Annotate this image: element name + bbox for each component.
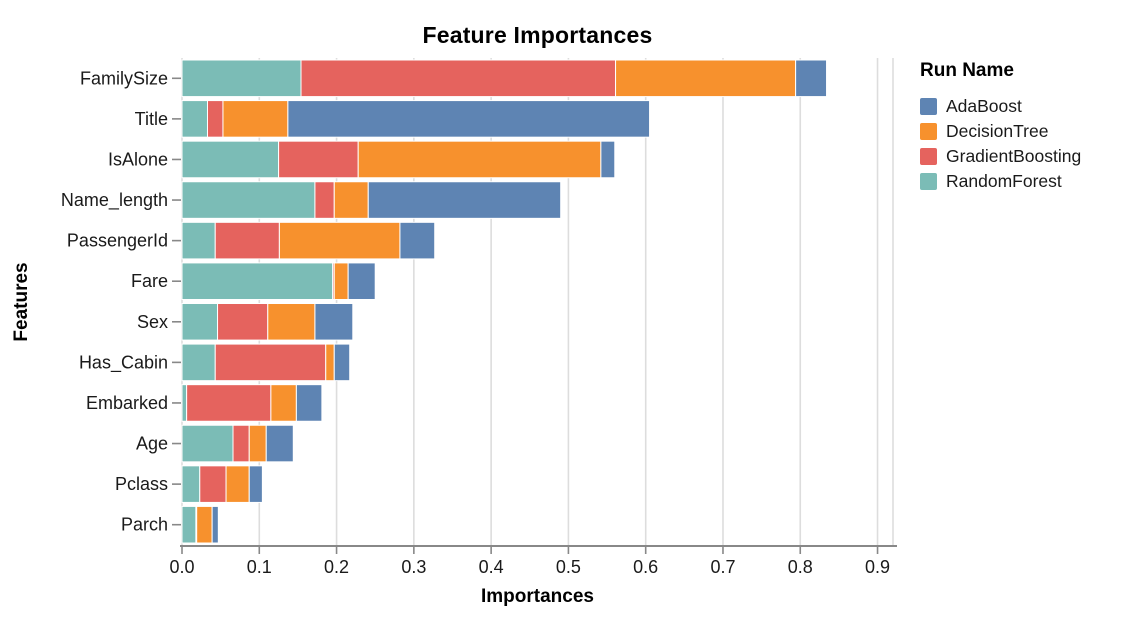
legend-items: AdaBoost DecisionTree GradientBoosting Rand… xyxy=(920,94,1081,194)
legend-item-decisiontree: DecisionTree xyxy=(920,119,1081,144)
bar-segment-randomforest-sex xyxy=(181,303,219,341)
y-tick-label: Embarked xyxy=(86,393,168,413)
bar-segment-randomforest-fare xyxy=(181,262,334,300)
legend-item-label: DecisionTree xyxy=(946,121,1049,141)
x-tick-label: 0.7 xyxy=(710,557,735,577)
bar-segment-gradientboosting-sex xyxy=(217,303,269,341)
bar-segment-decisiontree-pclass xyxy=(225,465,250,503)
bar-segment-gradientboosting-title xyxy=(207,100,224,138)
bar-segment-randomforest-embarked xyxy=(181,384,188,422)
legend-item-adaboost: AdaBoost xyxy=(920,94,1081,119)
x-tick-label: 0.4 xyxy=(479,557,504,577)
y-tick-label: Fare xyxy=(131,271,168,291)
bar-segment-adaboost-parch xyxy=(211,505,219,544)
bar-segment-randomforest-has_cabin xyxy=(181,343,216,382)
bar-segment-adaboost-name_length xyxy=(367,181,562,219)
y-tick-label: Title xyxy=(135,109,168,129)
bar-segment-decisiontree-age xyxy=(248,424,267,463)
x-tick-label: 0.0 xyxy=(169,557,194,577)
bar-segment-gradientboosting-familysize xyxy=(300,59,617,98)
bar-segment-adaboost-isalone xyxy=(600,140,616,179)
bar-segment-decisiontree-sex xyxy=(267,303,316,341)
y-tick-label: FamilySize xyxy=(80,68,168,88)
bar-segment-gradientboosting-pclass xyxy=(199,465,227,503)
chart-title: Feature Importances xyxy=(422,22,653,48)
legend-swatch-gradientboosting xyxy=(920,148,937,165)
bar-segment-randomforest-pclass xyxy=(181,465,201,503)
y-tick-label: PassengerId xyxy=(67,231,168,251)
bar-segment-randomforest-title xyxy=(181,100,209,138)
bar-segment-randomforest-isalone xyxy=(181,140,280,179)
bar-segment-adaboost-familysize xyxy=(795,59,828,98)
bar-segment-decisiontree-isalone xyxy=(357,140,602,179)
y-tick-label: Has_Cabin xyxy=(79,352,168,373)
y-tick-label: Age xyxy=(136,434,168,454)
legend: Run Name AdaBoost DecisionTree GradientBoo… xyxy=(920,60,1081,194)
bar-segment-decisiontree-parch xyxy=(196,505,213,544)
bar-segment-adaboost-fare xyxy=(347,262,376,300)
bar-segment-gradientboosting-embarked xyxy=(186,384,272,422)
x-tick-label: 0.9 xyxy=(865,557,890,577)
bar-segment-randomforest-parch xyxy=(181,505,197,544)
legend-item-label: GradientBoosting xyxy=(946,146,1082,166)
bar-segment-randomforest-passengerid xyxy=(181,221,216,260)
bar-segment-adaboost-age xyxy=(265,424,294,463)
bar-segment-gradientboosting-name_length xyxy=(314,181,335,219)
legend-item-randomforest: RandomForest xyxy=(920,169,1081,194)
bar-segment-gradientboosting-has_cabin xyxy=(214,343,327,382)
bar-segment-decisiontree-passengerid xyxy=(278,221,401,260)
bar-segment-gradientboosting-passengerid xyxy=(214,221,280,260)
y-axis-title: Features xyxy=(11,262,32,342)
y-tick-label: Sex xyxy=(137,312,168,332)
bar-segment-decisiontree-name_length xyxy=(333,181,369,219)
bar-segment-decisiontree-has_cabin xyxy=(325,343,335,382)
legend-title: Run Name xyxy=(920,60,1014,81)
y-tick-label: Name_length xyxy=(61,190,168,211)
bar-segment-adaboost-passengerid xyxy=(399,221,436,260)
bar-segment-decisiontree-familysize xyxy=(615,59,797,98)
x-tick-label: 0.2 xyxy=(324,557,349,577)
bar-segment-randomforest-familysize xyxy=(181,59,302,98)
bar-segment-randomforest-name_length xyxy=(181,181,316,219)
x-axis-title: Importances xyxy=(481,586,594,607)
bar-segment-randomforest-age xyxy=(181,424,234,463)
bar-segment-decisiontree-fare xyxy=(333,262,349,300)
x-tick-label: 0.6 xyxy=(633,557,658,577)
bar-segment-gradientboosting-isalone xyxy=(278,140,359,179)
x-tick-label: 0.3 xyxy=(401,557,426,577)
legend-swatch-decisiontree xyxy=(920,123,937,140)
bar-segment-adaboost-sex xyxy=(314,303,354,341)
legend-item-label: RandomForest xyxy=(946,171,1062,191)
bar-segment-decisiontree-embarked xyxy=(270,384,297,422)
bar-segment-adaboost-pclass xyxy=(248,465,263,503)
legend-swatch-randomforest xyxy=(920,173,937,190)
bar-segment-adaboost-has_cabin xyxy=(333,343,351,382)
bar-segment-adaboost-embarked xyxy=(295,384,323,422)
y-tick-label: IsAlone xyxy=(108,149,168,169)
x-tick-label: 0.8 xyxy=(788,557,813,577)
bar-segment-decisiontree-title xyxy=(222,100,289,138)
bar-segment-gradientboosting-age xyxy=(232,424,250,463)
legend-item-gradientboosting: GradientBoosting xyxy=(920,144,1081,169)
legend-item-label: AdaBoost xyxy=(946,96,1022,116)
legend-swatch-adaboost xyxy=(920,98,937,115)
y-tick-label: Pclass xyxy=(115,474,168,494)
x-tick-label: 0.5 xyxy=(556,557,581,577)
y-tick-label: Parch xyxy=(121,515,168,535)
x-tick-label: 0.1 xyxy=(247,557,272,577)
bar-segment-adaboost-title xyxy=(287,100,651,138)
